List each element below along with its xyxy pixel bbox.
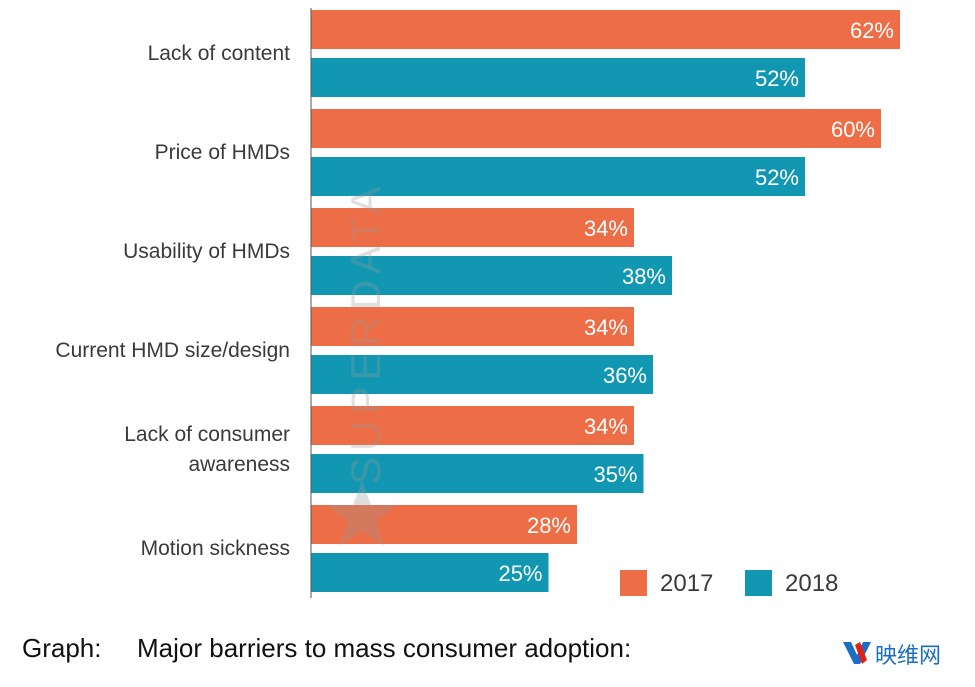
category-label: Current HMD size/design (55, 339, 290, 362)
bar-2017 (311, 505, 577, 544)
legend-label: 2017 (660, 570, 713, 597)
data-label: 28% (527, 513, 571, 538)
logo-mark-icon (843, 642, 871, 664)
legend-swatch-2018 (745, 570, 772, 596)
data-label: 60% (831, 117, 875, 142)
bar-2017 (311, 406, 634, 445)
data-label: 35% (593, 462, 637, 487)
data-label: 52% (755, 66, 799, 91)
legend-swatch-2017 (620, 570, 647, 596)
chart-title: Major barriers to mass consumer adoption… (137, 633, 631, 663)
bar-2017 (311, 109, 881, 148)
bar-2017 (311, 307, 634, 346)
logo-text: 映维网 (875, 643, 941, 668)
bar-2018 (311, 256, 672, 295)
watermark: SUPERDATA (327, 181, 397, 546)
bar-2018 (311, 157, 805, 196)
logo: 映维网 (843, 642, 941, 668)
category-label: Price of HMDs (155, 141, 290, 164)
data-label: 34% (584, 315, 628, 340)
data-label: 36% (603, 363, 647, 388)
bar-2018 (311, 454, 644, 493)
data-label: 34% (584, 414, 628, 439)
bar-2018 (311, 58, 805, 97)
caption-prefix: Graph: (22, 633, 102, 663)
category-label: Lack of consumer (124, 423, 290, 446)
bar-2017 (311, 208, 634, 247)
data-label: 25% (498, 561, 542, 586)
bar-2018 (311, 355, 653, 394)
data-label: 34% (584, 216, 628, 241)
category-label: Motion sickness (141, 537, 290, 560)
bar-2018 (311, 553, 549, 592)
category-label: awareness (188, 453, 290, 476)
watermark-text: SUPERDATA (342, 181, 389, 485)
data-label: 38% (622, 264, 666, 289)
category-label: Usability of HMDs (123, 240, 290, 263)
category-label: Lack of content (148, 42, 291, 65)
logo-mark-accent (855, 642, 867, 664)
bar-2017 (311, 10, 900, 49)
watermark-star-icon (327, 480, 397, 546)
data-label: 52% (755, 165, 799, 190)
legend-label: 2018 (785, 570, 838, 597)
data-label: 62% (850, 18, 894, 43)
